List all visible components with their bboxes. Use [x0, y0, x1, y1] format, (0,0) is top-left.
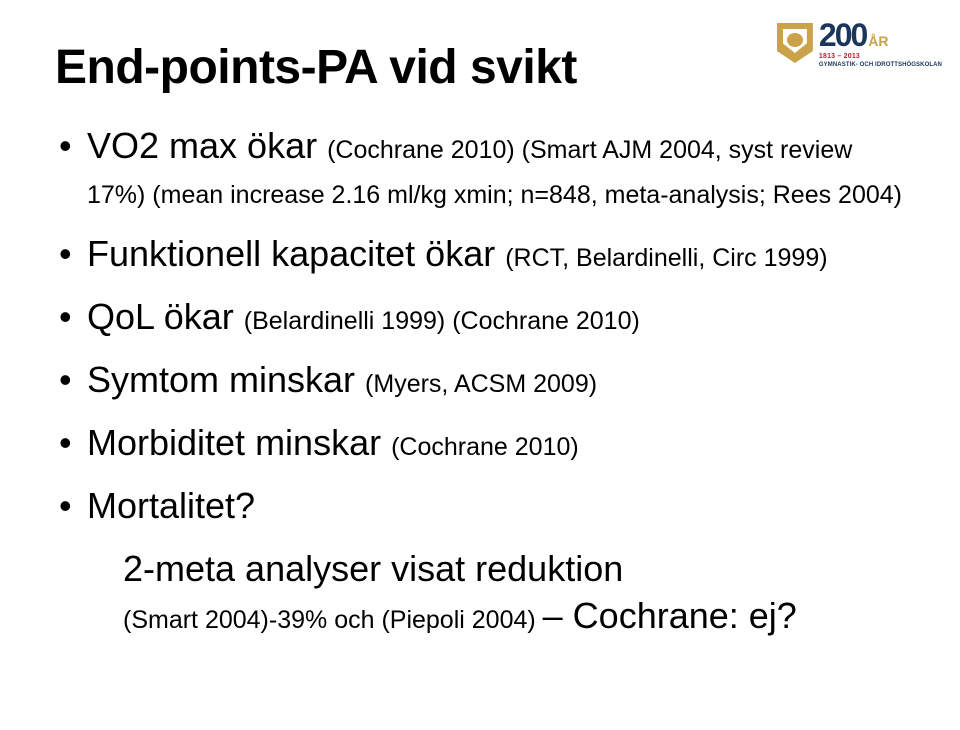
logo-number: 200: [819, 19, 866, 51]
bullet-lead: Funktionell kapacitet ökar: [87, 233, 505, 274]
logo-ar: ÅR: [868, 34, 888, 48]
bullet-tail: (Cochrane 2010): [391, 433, 579, 461]
bullet-lead: Morbiditet minskar: [87, 422, 391, 463]
list-item: VO2 max ökar (Cochrane 2010) (Smart AJM …: [55, 123, 910, 213]
institution-logo: 200 ÅR 1813 – 2013 GYMNASTIK- OCH IDROTT…: [772, 8, 942, 78]
list-item: Mortalitet?: [55, 483, 910, 528]
bullet-lead: QoL ökar: [87, 296, 244, 337]
bullet-lead: Symtom minskar: [87, 359, 365, 400]
list-item: Symtom minskar (Myers, ACSM 2009): [55, 357, 910, 402]
list-item: Funktionell kapacitet ökar (RCT, Belardi…: [55, 231, 910, 276]
bullet-tail: (Belardinelli 1999) (Cochrane 2010): [244, 307, 640, 335]
slide: 200 ÅR 1813 – 2013 GYMNASTIK- OCH IDROTT…: [0, 0, 960, 730]
bullet-lead: Mortalitet?: [87, 485, 255, 526]
logo-200: 200 ÅR: [819, 19, 889, 51]
bullet-tail: (RCT, Belardinelli, Circ 1999): [505, 244, 827, 272]
bullet-lead: VO2 max ökar: [87, 125, 327, 166]
logo-text-block: 200 ÅR 1813 – 2013 GYMNASTIK- OCH IDROTT…: [819, 19, 942, 68]
final-end: – Cochrane: ej?: [543, 595, 797, 636]
bullet-tail: (Myers, ACSM 2009): [365, 370, 597, 398]
logo-school: GYMNASTIK- OCH IDROTTSHÖGSKOLAN: [819, 62, 942, 68]
list-item: QoL ökar (Belardinelli 1999) (Cochrane 2…: [55, 294, 910, 339]
crest-icon: [777, 23, 813, 63]
bullet-list: VO2 max ökar (Cochrane 2010) (Smart AJM …: [55, 123, 910, 528]
final-mid: (Smart 2004)-39% och (Piepoli 2004): [123, 606, 543, 634]
list-item: Morbiditet minskar (Cochrane 2010): [55, 420, 910, 465]
final-line: 2-meta analyser visat reduktion (Smart 2…: [55, 546, 910, 640]
final-lead: 2-meta analyser visat reduktion: [123, 548, 623, 589]
logo-years: 1813 – 2013: [819, 53, 860, 60]
